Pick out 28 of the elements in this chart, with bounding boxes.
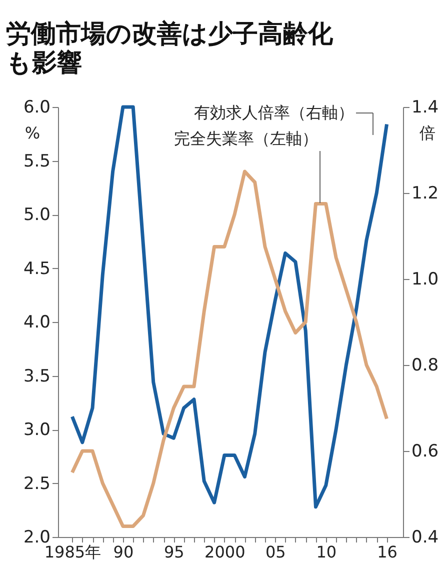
line-series bbox=[70, 105, 389, 509]
y2-tick-label: 1.0 bbox=[412, 270, 439, 290]
text: 有効求人倍率（右軸） bbox=[194, 103, 354, 122]
y-tick-label: 3.0 bbox=[23, 420, 50, 440]
y2-tick-label: 1.2 bbox=[412, 184, 439, 204]
y2-tick-label: 1.4 bbox=[412, 98, 439, 118]
x-tick-label: 1985年 bbox=[44, 542, 102, 562]
y-tick-label: 3.5 bbox=[23, 366, 50, 386]
x-tick-label: 95 bbox=[164, 542, 184, 562]
x-tick-label: 10 bbox=[316, 542, 337, 562]
x-tick-label: 90 bbox=[113, 542, 134, 562]
y-tick-label: 5.5 bbox=[23, 151, 50, 172]
y2-tick-label: 0.6 bbox=[412, 442, 439, 462]
x-tick-label: 16 bbox=[377, 542, 398, 562]
x-tick-label: 05 bbox=[265, 542, 286, 562]
y-tick-label: 6.0 bbox=[23, 98, 50, 118]
line-series bbox=[70, 170, 389, 528]
y-tick-label: 2.5 bbox=[23, 474, 50, 494]
text: 完全失業率（左軸） bbox=[174, 129, 318, 148]
y2-axis-title: 倍 bbox=[420, 124, 436, 142]
y-axis-title: % bbox=[24, 124, 40, 142]
y-tick-label: 5.0 bbox=[23, 205, 50, 225]
y2-tick-label: 0.8 bbox=[412, 356, 439, 376]
y2-tick-label: 0.4 bbox=[412, 528, 439, 548]
x-tick-label: 2000 bbox=[204, 542, 246, 562]
y-tick-label: 4.5 bbox=[23, 258, 50, 279]
y-tick-label: 4.0 bbox=[23, 312, 50, 332]
chart-title: 労働市場の改善は少子高齢化も影響 bbox=[6, 19, 334, 77]
